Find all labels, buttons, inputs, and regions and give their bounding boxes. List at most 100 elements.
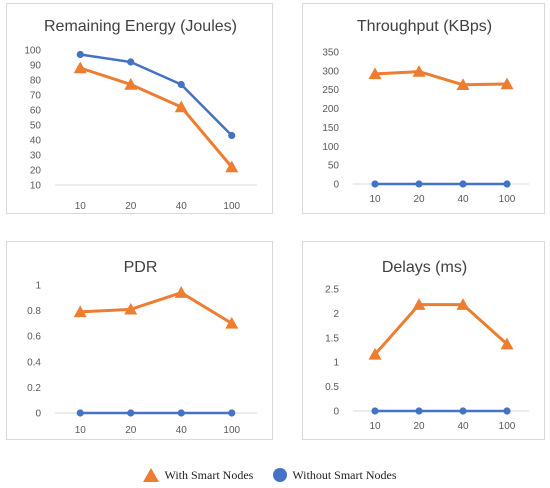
y-tick-label: 0 <box>35 409 41 420</box>
y-tick-label: 0 <box>333 407 339 418</box>
chart-throughput: Throughput (KBps) 0 50 100 150 200 250 300 350 10… <box>302 3 545 214</box>
y-tick-label: 1 <box>333 358 339 369</box>
series-line-without <box>80 53 233 137</box>
y-tick-label: 200 <box>322 104 339 115</box>
data-point-without <box>459 180 467 188</box>
data-point-without <box>177 409 185 417</box>
chart-pdr: PDR 0 0.2 0.4 0.6 0.8 1 10 20 40 100 <box>6 241 273 440</box>
data-point-with <box>456 298 470 310</box>
y-tick-label: 10 <box>30 181 42 192</box>
y-tick-label: 1 <box>35 281 41 292</box>
x-tick-label: 40 <box>176 201 188 212</box>
y-tick-label: 100 <box>24 46 41 57</box>
legend-label-without: Without Smart Nodes <box>292 467 397 482</box>
data-point-with <box>500 77 514 90</box>
chart-svg: PDR 0 0.2 0.4 0.6 0.8 1 10 20 40 100 <box>27 259 257 436</box>
data-point-with <box>368 67 382 80</box>
chart-delays: Delays (ms) 0 0.5 1 1.5 2 2.5 10 20 40 100 <box>302 241 545 440</box>
circle-icon <box>273 468 288 482</box>
data-point-without <box>127 58 135 66</box>
data-point-without <box>371 180 379 188</box>
y-tick-label: 50 <box>30 121 42 132</box>
y-tick-label: 40 <box>30 136 42 147</box>
y-tick-label: 0.4 <box>27 357 41 368</box>
y-tick-label: 20 <box>30 166 42 177</box>
y-tick-label: 50 <box>328 161 340 172</box>
data-point-without <box>76 50 84 59</box>
data-point-without <box>459 407 467 415</box>
series-line-with <box>80 291 233 325</box>
y-tick-label: 0.8 <box>27 306 41 317</box>
data-point-with <box>225 160 239 173</box>
chart-title: Throughput (KBps) <box>357 18 492 35</box>
chart-title: Remaining Energy (Joules) <box>44 18 237 35</box>
data-point-with <box>225 316 239 329</box>
chart-svg: Delays (ms) 0 0.5 1 1.5 2 2.5 10 20 40 100 <box>325 259 529 432</box>
data-point-without <box>228 409 236 417</box>
data-point-with <box>456 78 470 91</box>
y-tick-label: 2 <box>333 309 339 320</box>
data-point-without <box>228 131 236 140</box>
x-tick-label: 100 <box>499 194 516 205</box>
y-tick-label: 250 <box>322 85 339 96</box>
x-tick-label: 10 <box>369 421 381 432</box>
data-point-without <box>503 180 511 188</box>
x-tick-label: 40 <box>457 194 469 205</box>
triangle-icon <box>143 468 160 482</box>
y-tick-label: 300 <box>322 66 339 77</box>
y-tick-label: 60 <box>30 106 42 117</box>
series-line-with <box>373 303 509 356</box>
data-point-without <box>127 409 135 417</box>
y-tick-label: 1.5 <box>325 333 339 344</box>
chart-remaining-energy: Remaining Energy (Joules) 10 20 30 40 50 60 70 8… <box>6 3 273 214</box>
x-tick-label: 100 <box>499 421 516 432</box>
chart-legend: With Smart Nodes Without Smart Nodes <box>0 462 550 488</box>
data-point-without <box>76 409 84 417</box>
x-tick-label: 10 <box>369 194 381 205</box>
y-tick-label: 90 <box>30 61 42 72</box>
x-tick-label: 20 <box>413 194 425 205</box>
data-point-without <box>371 407 379 415</box>
y-tick-label: 30 <box>30 151 42 162</box>
data-point-without <box>177 80 185 89</box>
y-tick-label: 2.5 <box>325 285 339 296</box>
series-line-with <box>374 70 508 87</box>
y-tick-label: 0.6 <box>27 332 41 343</box>
data-point-with <box>124 78 138 90</box>
data-point-with <box>500 337 514 350</box>
data-point-with <box>73 305 87 318</box>
x-tick-label: 20 <box>125 201 137 212</box>
y-tick-label: 0.2 <box>27 383 41 394</box>
y-tick-label: 350 <box>322 48 339 59</box>
chart-svg: Remaining Energy (Joules) 10 20 30 40 50 60 70 8… <box>24 18 257 212</box>
data-point-without <box>415 180 423 188</box>
y-tick-label: 0.5 <box>325 382 339 393</box>
data-point-with <box>412 298 426 310</box>
chart-title: Delays (ms) <box>382 259 467 276</box>
legend-label-with: With Smart Nodes <box>164 467 254 482</box>
data-point-with <box>174 286 188 298</box>
data-point-with <box>368 347 382 360</box>
data-point-without <box>415 407 423 415</box>
x-tick-label: 20 <box>413 421 425 432</box>
y-tick-label: 80 <box>30 76 42 87</box>
y-tick-label: 0 <box>333 180 339 191</box>
legend-item-with: With Smart Nodes <box>143 468 253 483</box>
x-tick-label: 20 <box>125 425 137 436</box>
x-tick-label: 10 <box>75 201 87 212</box>
chart-title: PDR <box>124 259 158 276</box>
data-point-with <box>73 61 87 74</box>
chart-svg: Throughput (KBps) 0 50 100 150 200 250 300 350 10… <box>322 18 529 205</box>
data-point-with <box>412 65 426 77</box>
x-tick-label: 40 <box>457 421 469 432</box>
data-point-with <box>124 302 138 315</box>
legend-item-without: Without Smart Nodes <box>273 467 397 483</box>
data-point-with <box>174 100 188 113</box>
y-tick-label: 100 <box>322 142 339 153</box>
series-line-with <box>79 66 233 168</box>
y-tick-label: 150 <box>322 123 339 134</box>
x-tick-label: 100 <box>223 425 240 436</box>
y-tick-label: 70 <box>30 91 42 102</box>
data-point-without <box>503 407 511 415</box>
x-tick-label: 40 <box>176 425 188 436</box>
